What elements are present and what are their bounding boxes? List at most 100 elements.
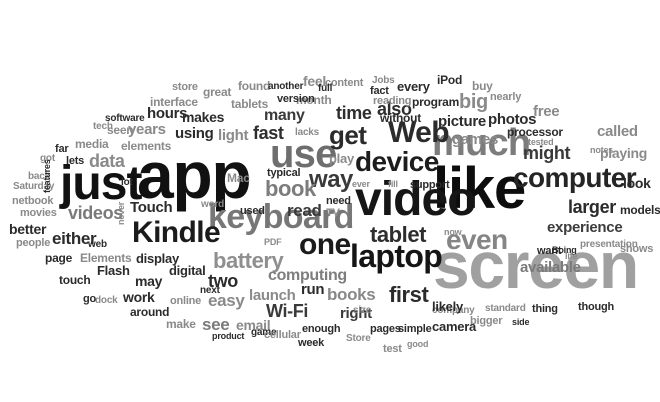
word-presentation: presentation bbox=[580, 239, 638, 250]
word-far: far bbox=[55, 143, 69, 155]
word-game: game bbox=[251, 327, 277, 338]
word-go: go bbox=[83, 293, 96, 305]
word-week: week bbox=[298, 337, 325, 349]
word-store-cap: Store bbox=[346, 333, 371, 344]
word-netbook: netbook bbox=[12, 195, 54, 207]
word-wi-fi: Wi-Fi bbox=[266, 301, 309, 321]
word-typical: typical bbox=[267, 167, 301, 179]
word-enough: enough bbox=[302, 323, 341, 335]
word-light: light bbox=[218, 127, 249, 144]
word-years: years bbox=[128, 121, 166, 138]
word-many: many bbox=[264, 107, 305, 124]
word-side: side bbox=[512, 317, 530, 327]
word-elements-cap: Elements bbox=[80, 251, 132, 265]
word-using: using bbox=[175, 125, 214, 142]
word-read: read bbox=[287, 201, 322, 220]
word-dock: dock bbox=[95, 295, 118, 306]
word-may: may bbox=[135, 273, 163, 289]
word-fast: fast bbox=[253, 123, 284, 143]
word-screen: screen bbox=[433, 228, 639, 302]
word-processor: processor bbox=[507, 125, 563, 139]
word-make: make bbox=[166, 317, 196, 331]
word-larger: larger bbox=[568, 197, 616, 217]
word-tablet: tablet bbox=[370, 222, 427, 247]
word-company: company bbox=[432, 305, 475, 316]
word-models: models bbox=[620, 203, 660, 217]
word-like: like bbox=[433, 156, 526, 221]
word-much: much bbox=[432, 122, 531, 164]
word-standard: standard bbox=[485, 303, 526, 314]
word-elements: elements bbox=[121, 139, 172, 153]
word-email: email bbox=[236, 317, 271, 333]
word-thing: thing bbox=[532, 303, 558, 315]
word-fill: fill bbox=[388, 179, 398, 189]
word-display: display bbox=[136, 251, 179, 266]
word-another: another bbox=[268, 81, 304, 92]
word-better: better bbox=[9, 221, 47, 237]
word-games: games bbox=[452, 131, 499, 148]
word-free: free bbox=[533, 103, 560, 120]
word-every: every bbox=[397, 79, 430, 94]
word-way: way bbox=[309, 166, 353, 193]
word-though: though bbox=[578, 301, 614, 313]
word-page: page bbox=[45, 251, 73, 265]
word-simple: simple bbox=[398, 323, 432, 335]
word-tablets: tablets bbox=[231, 97, 268, 111]
word-features: features bbox=[42, 159, 52, 193]
word-makes: makes bbox=[182, 109, 225, 125]
word-now: now bbox=[444, 227, 462, 237]
word-size: size bbox=[353, 305, 372, 316]
word-picture: picture bbox=[438, 113, 486, 130]
word-full: full bbox=[318, 83, 333, 94]
word-videos: videos bbox=[68, 203, 123, 223]
word-just: just bbox=[60, 157, 142, 210]
word-want: want bbox=[537, 245, 562, 257]
word-buy: buy bbox=[472, 79, 493, 93]
word-ipod: iPod bbox=[437, 73, 463, 87]
word-device: device bbox=[355, 146, 439, 177]
word-cellular: cellular bbox=[264, 329, 301, 341]
word-time: time bbox=[336, 103, 372, 123]
word-computing: computing bbox=[268, 267, 347, 284]
word-book: book bbox=[265, 176, 316, 201]
word-tech: tech bbox=[93, 121, 113, 132]
word-next: next bbox=[200, 285, 220, 296]
word-kindle: Kindle bbox=[132, 216, 221, 249]
word-got: got bbox=[40, 153, 55, 164]
word-tested: tested bbox=[528, 137, 554, 147]
word-reading: reading bbox=[373, 95, 412, 107]
word-content: content bbox=[325, 77, 364, 89]
word-either: either bbox=[52, 229, 97, 248]
word-lets: lets bbox=[66, 155, 85, 167]
word-people: people bbox=[16, 237, 51, 249]
word-test: test bbox=[383, 343, 402, 355]
word-web: Web bbox=[388, 116, 450, 149]
word-pages: pages bbox=[370, 323, 401, 335]
word-right: right bbox=[340, 305, 372, 322]
word-one: one bbox=[299, 228, 351, 261]
word-likely: likely bbox=[432, 299, 463, 314]
word-ever: ever bbox=[352, 179, 370, 189]
word-word: word bbox=[201, 199, 225, 210]
word-hours: hours bbox=[147, 105, 188, 122]
word-never: never bbox=[116, 201, 126, 225]
word-without: without bbox=[380, 111, 421, 125]
word-support: support bbox=[410, 179, 450, 191]
word-even: even bbox=[446, 224, 508, 255]
word-two: two bbox=[208, 271, 238, 291]
word-get: get bbox=[329, 120, 367, 150]
word-data: data bbox=[89, 151, 125, 171]
word-store: store bbox=[172, 81, 198, 93]
word-touch-cap: Touch bbox=[130, 199, 173, 216]
word-playing: playing bbox=[600, 145, 648, 161]
word-found: found bbox=[238, 79, 271, 93]
word-play: play bbox=[329, 151, 354, 166]
word-battery: battery bbox=[213, 248, 284, 273]
word-need: need bbox=[326, 195, 351, 207]
word-mac: Mac bbox=[227, 171, 250, 185]
word-video: video bbox=[355, 173, 477, 226]
word-experience: experience bbox=[547, 219, 623, 236]
word-bigger: bigger bbox=[470, 315, 503, 327]
word-keyboard: keyboard bbox=[208, 198, 354, 236]
